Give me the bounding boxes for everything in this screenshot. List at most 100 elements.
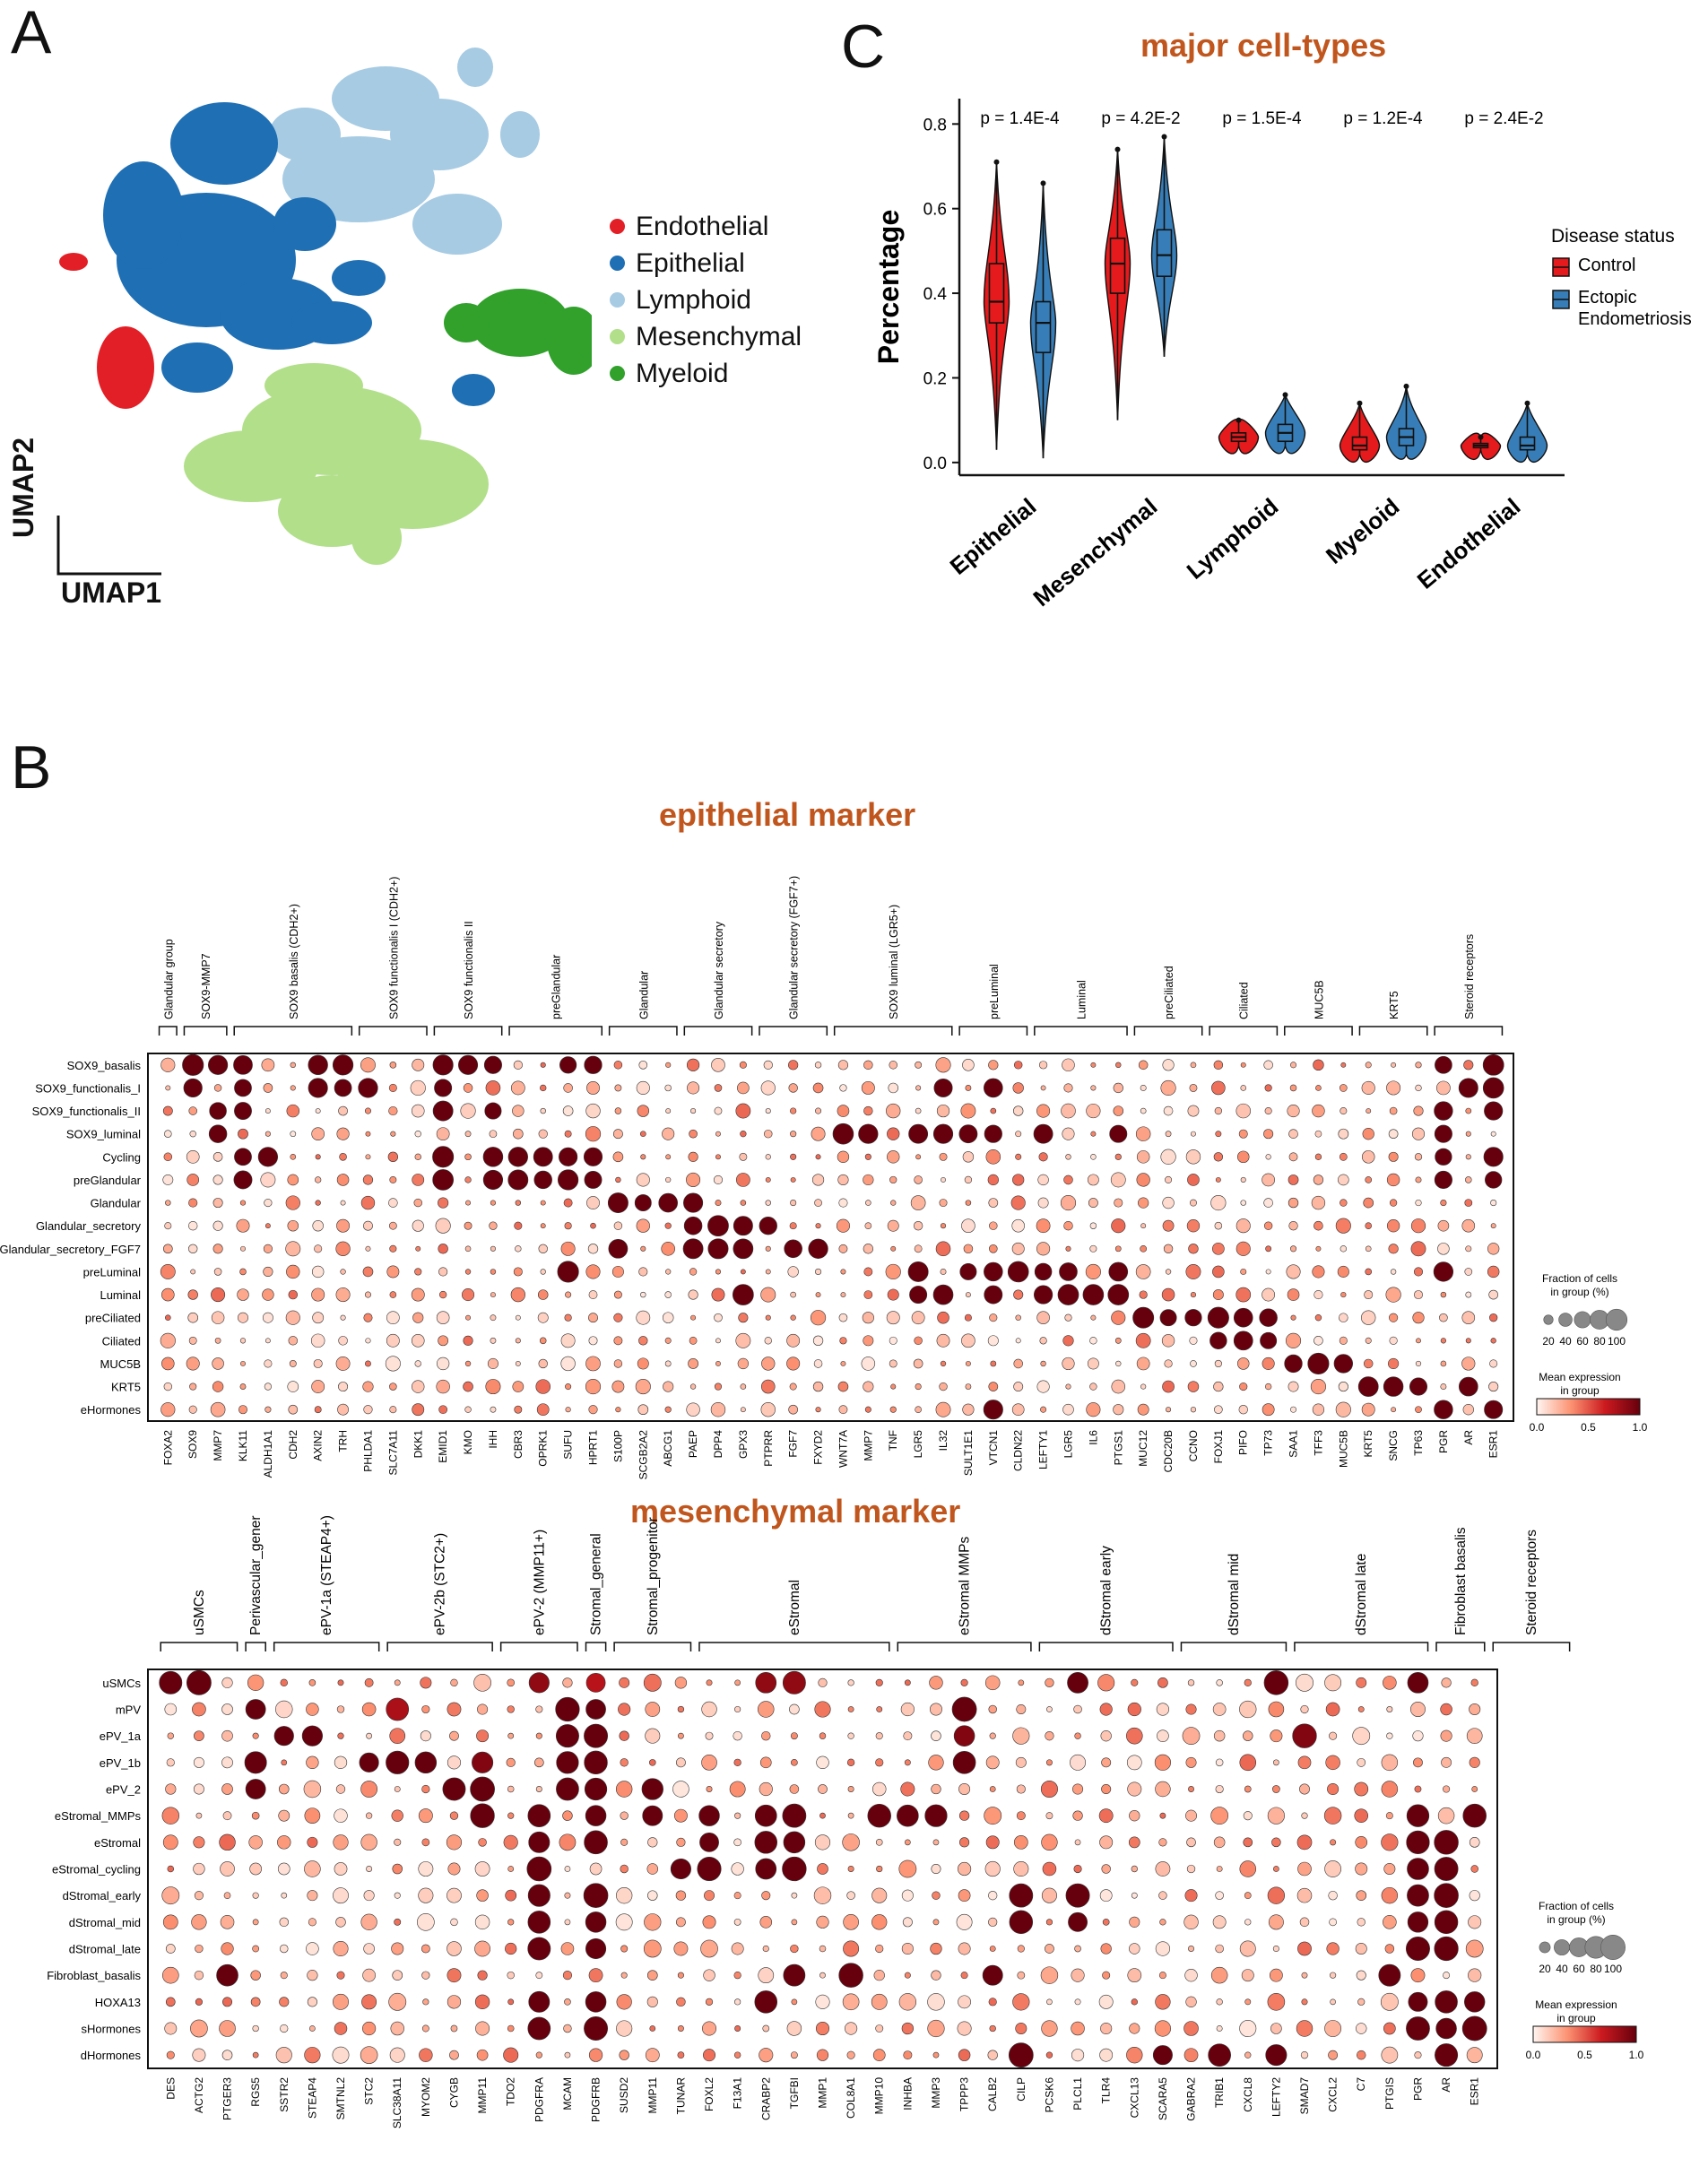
- expression-dot: [193, 1783, 204, 1795]
- expression-dot: [564, 1892, 571, 1899]
- gene-label: MUC5B: [1337, 1430, 1349, 1468]
- expression-dot: [729, 1781, 746, 1798]
- expression-dot: [1157, 1677, 1168, 1688]
- expression-dot: [420, 1677, 432, 1689]
- expression-dot: [1299, 1783, 1310, 1795]
- expression-dot: [1288, 1221, 1298, 1231]
- expression-dot: [987, 2050, 998, 2060]
- expression-dot: [929, 1676, 943, 1690]
- row-label: Glandular: [91, 1197, 142, 1210]
- expression-dot: [527, 1911, 551, 1934]
- group-label: SOX9 functionalis II: [463, 921, 475, 1019]
- expression-dot: [1310, 1378, 1326, 1395]
- expression-dot: [984, 1261, 1003, 1282]
- expression-dot: [507, 1785, 515, 1793]
- expression-dot: [676, 1997, 686, 2007]
- expression-dot: [1040, 1780, 1058, 1799]
- expression-dot: [737, 1081, 750, 1095]
- expression-dot: [889, 1175, 897, 1184]
- expression-dot: [1007, 1261, 1029, 1283]
- expression-dot: [1111, 1310, 1126, 1325]
- expression-dot: [1407, 1672, 1429, 1694]
- gene-label: ESR1: [1487, 1430, 1500, 1459]
- expression-dot: [736, 1173, 750, 1187]
- expression-dot: [1365, 1268, 1373, 1276]
- expression-dot: [584, 1055, 603, 1074]
- expression-dot: [483, 1055, 502, 1074]
- gene-label: VTCN1: [987, 1430, 1000, 1466]
- expression-dot: [164, 1703, 178, 1716]
- expression-dot: [739, 1152, 748, 1161]
- expression-dot: [985, 1835, 1000, 1850]
- expression-dot: [449, 2050, 459, 2060]
- expression-dot: [988, 1891, 998, 1901]
- expression-dot: [1415, 1084, 1422, 1092]
- expression-dot: [1410, 1241, 1426, 1257]
- expression-dot: [1311, 1195, 1326, 1210]
- expression-dot: [914, 1244, 923, 1253]
- gene-label: TUNAR: [674, 2077, 687, 2115]
- expression-dot: [1470, 1865, 1478, 1873]
- expression-dot: [754, 1990, 778, 2014]
- expression-dot: [1415, 1199, 1422, 1207]
- expression-dot: [188, 1336, 197, 1345]
- expression-dot: [280, 2024, 289, 2033]
- expression-dot: [637, 1105, 650, 1117]
- expression-dot: [1071, 2049, 1085, 2062]
- expression-dot: [839, 1337, 847, 1345]
- expression-dot: [814, 1062, 822, 1069]
- expression-dot: [1239, 1860, 1257, 1877]
- expression-dot: [924, 1804, 948, 1827]
- expression-dot: [710, 1401, 726, 1417]
- expression-dot: [1301, 1972, 1308, 1979]
- expression-dot: [840, 1292, 846, 1298]
- expression-dot: [240, 1245, 246, 1252]
- expression-dot: [528, 1990, 551, 2013]
- expression-dot: [887, 1219, 899, 1232]
- expression-dot: [930, 1942, 942, 1955]
- expression-dot: [287, 1381, 299, 1392]
- expression-dot: [819, 1972, 826, 1979]
- expression-dot: [782, 1803, 807, 1828]
- expression-dot: [940, 1223, 947, 1229]
- expression-dot: [1240, 1085, 1247, 1091]
- gene-label: IL6: [1087, 1430, 1099, 1445]
- expression-dot: [340, 1200, 346, 1206]
- expression-dot: [1238, 1405, 1248, 1415]
- expression-dot: [311, 1380, 325, 1393]
- y-axis-label: Percentage: [872, 210, 905, 365]
- expression-dot: [871, 1993, 888, 2010]
- expression-dot: [1356, 1970, 1366, 1981]
- expression-dot: [1312, 1265, 1325, 1279]
- gene-label: PGR: [1411, 2077, 1424, 2101]
- expression-dot: [507, 1732, 515, 1739]
- expression-dot: [1386, 1080, 1401, 1096]
- expression-dot: [475, 2021, 490, 2036]
- expression-dot: [1314, 1153, 1322, 1160]
- row-label: SOX9_functionalis_II: [32, 1105, 141, 1118]
- expression-dot: [688, 1151, 698, 1162]
- expression-dot: [965, 1085, 972, 1091]
- gene-label: SSTR2: [278, 2077, 290, 2112]
- gene-label: AR: [1440, 2077, 1452, 2093]
- expression-dot: [951, 1696, 977, 1722]
- expression-dot: [702, 2021, 717, 2036]
- expression-dot: [442, 1777, 466, 1801]
- expression-dot: [304, 2047, 321, 2064]
- expression-dot: [814, 1834, 831, 1851]
- expression-dot: [464, 1131, 472, 1138]
- expression-dot: [565, 1383, 572, 1391]
- expression-dot: [209, 1102, 227, 1120]
- expression-dot: [636, 1080, 650, 1095]
- expression-dot: [420, 1944, 430, 1954]
- gene-label: C7: [1355, 2077, 1367, 2092]
- expression-dot: [1284, 1354, 1303, 1374]
- expression-dot: [339, 1153, 347, 1161]
- expression-dot: [1040, 1406, 1047, 1413]
- expression-dot: [280, 1678, 288, 1687]
- umap-cluster-mesenchymal: [184, 363, 489, 565]
- expression-dot: [664, 1360, 672, 1367]
- group-bracket: [759, 1026, 828, 1036]
- expression-dot: [1036, 1104, 1051, 1118]
- expression-dot: [984, 1807, 1002, 1825]
